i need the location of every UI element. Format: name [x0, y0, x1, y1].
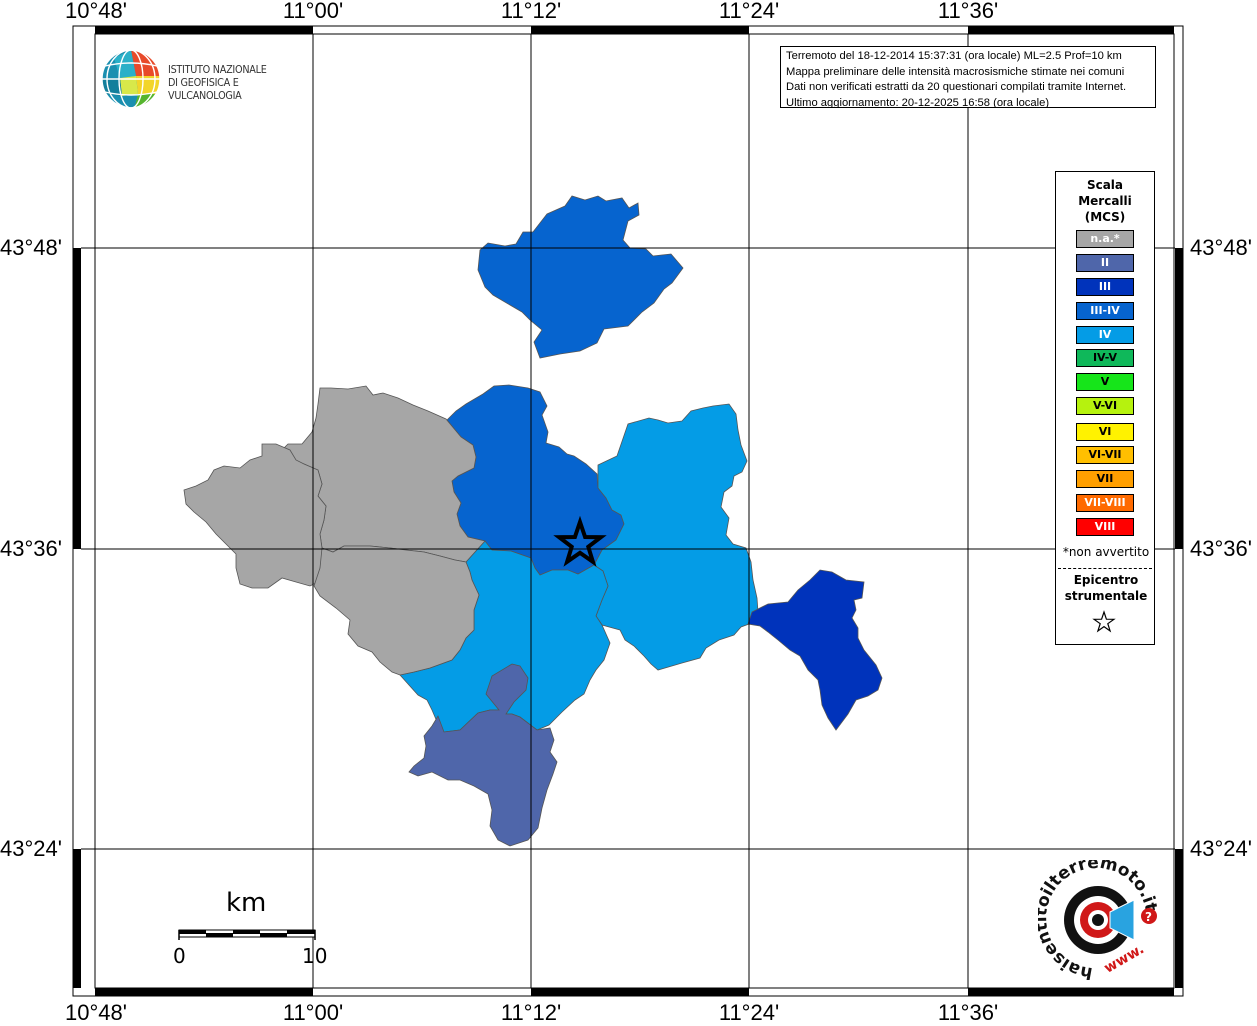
lat-label-left-3: 43°24': [0, 836, 62, 861]
ingv-logo-line2: DI GEOFISICA E VULCANOLOGIA: [168, 77, 242, 102]
intensity-legend: Scala Mercalli (MCS) n.a.* II III III-IV…: [1055, 171, 1155, 645]
event-info-line-3: Dati non verificati estratti da 20 quest…: [786, 81, 1127, 93]
legend-star-icon: [1092, 610, 1116, 633]
frame-border-bars: [73, 26, 1183, 996]
event-info-line-2: Mappa preliminare delle intensità macros…: [786, 65, 1125, 78]
legend-title-line1: Scala: [1086, 178, 1124, 192]
lon-label-top-3: 11°12': [500, 0, 562, 23]
event-info-line-4: Ultimo aggiornamento: 20-12-2025 16:58 (…: [786, 96, 1050, 108]
lat-label-right-1: 43°48': [1190, 235, 1252, 260]
legend-item-na: n.a.*: [1076, 230, 1134, 248]
epicenter-star: [553, 515, 607, 567]
event-info-line-1: Terremoto del 18-12-2014 15:37:31 (ora l…: [786, 50, 1122, 62]
legend-item-iv: IV: [1076, 326, 1134, 344]
lat-label-left-1: 43°48': [0, 235, 62, 260]
haisentito-megaphone-icon: [1109, 899, 1135, 941]
ingv-globe-icon: [101, 49, 161, 109]
legend-divider: [1058, 568, 1152, 569]
event-info-box: Terremoto del 18-12-2014 15:37:31 (ora l…: [780, 46, 1156, 108]
ingv-logo-line1: ISTITUTO NAZIONALE: [168, 64, 267, 76]
legend-epicenter-label: Epicentro strumentale: [1056, 572, 1156, 604]
municipality-north: [477, 195, 684, 359]
lon-label-bottom-1: 10°48': [65, 1000, 127, 1025]
legend-epicenter-line2: strumentale: [1064, 589, 1148, 603]
legend-title-line2: Mercalli: [1078, 194, 1132, 208]
scale-bar-min: 0: [173, 944, 186, 968]
legend-item-iii-iv: III-IV: [1076, 302, 1134, 320]
municipality-far-east: [747, 569, 883, 731]
lon-label-bottom-3: 11°12': [500, 1000, 562, 1025]
graticule: [81, 34, 1175, 988]
lat-label-right-3: 43°24': [1190, 836, 1252, 861]
legend-item-vii: VII: [1076, 470, 1134, 488]
lon-label-bottom-5: 11°36': [937, 1000, 999, 1025]
scale-bar: [178, 929, 316, 940]
legend-item-iii: III: [1076, 278, 1134, 296]
lat-label-right-2: 43°36': [1190, 536, 1252, 561]
legend-item-vi: VI: [1076, 423, 1134, 441]
municipality-layer: [183, 195, 883, 847]
legend-note: *non avvertito: [1062, 545, 1150, 559]
municipality-southwest-na: [313, 545, 480, 676]
lat-label-left-2: 43°36': [0, 536, 62, 561]
legend-item-vii-viii: VII-VIII: [1076, 494, 1134, 512]
lon-label-top-1: 10°48': [65, 0, 127, 23]
haisentito-logo: haisentitoilterremoto.it www. ?: [1038, 860, 1158, 980]
lon-label-top-4: 11°24': [718, 0, 780, 23]
legend-item-v-vi: V-VI: [1076, 397, 1134, 415]
legend-item-vi-vii: VI-VII: [1076, 446, 1134, 464]
lon-label-top-2: 11°00': [282, 0, 344, 23]
svg-text:?: ?: [1145, 910, 1152, 924]
legend-item-v: V: [1076, 373, 1134, 391]
lon-label-bottom-2: 11°00': [282, 1000, 344, 1025]
legend-item-iv-v: IV-V: [1076, 349, 1134, 367]
legend-title: Scala Mercalli (MCS): [1056, 177, 1154, 225]
scale-bar-max: 10: [302, 944, 328, 968]
lon-label-top-5: 11°36': [937, 0, 999, 23]
legend-epicenter-line1: Epicentro: [1073, 573, 1139, 587]
legend-title-line3: (MCS): [1084, 210, 1126, 224]
lon-label-bottom-4: 11°24': [718, 1000, 780, 1025]
legend-item-ii: II: [1076, 254, 1134, 272]
scale-bar-unit: km: [226, 888, 267, 918]
municipality-south: [408, 663, 558, 847]
municipality-west-na: [183, 443, 334, 589]
haisentito-question-icon: [1141, 908, 1157, 924]
ingv-logo: ISTITUTO NAZIONALE DI GEOFISICA E VULCAN…: [100, 48, 315, 110]
legend-item-viii: VIII: [1076, 518, 1134, 536]
